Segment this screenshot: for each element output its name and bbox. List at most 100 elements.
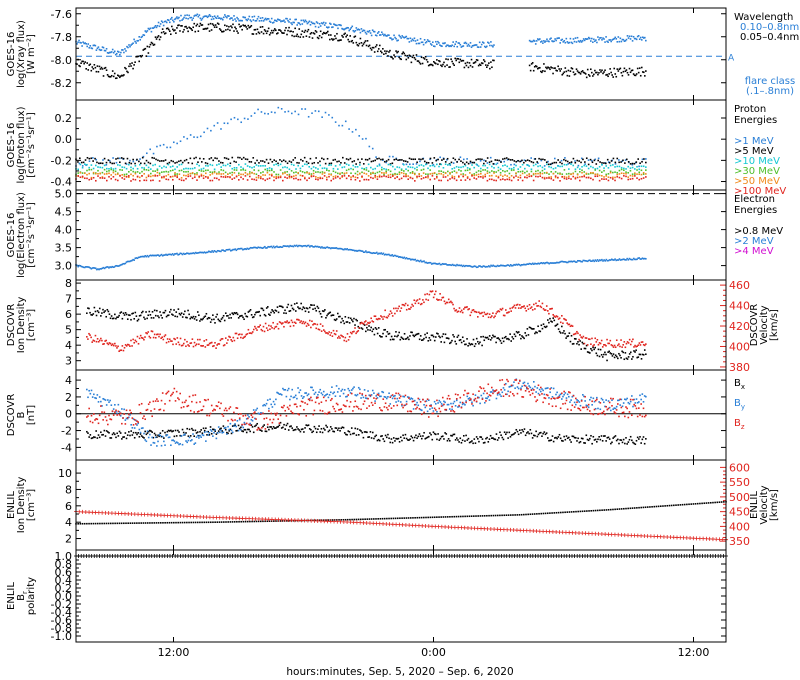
data-point <box>138 160 140 163</box>
data-point <box>307 324 310 326</box>
data-point <box>149 336 152 339</box>
data-point <box>564 438 567 441</box>
data-point <box>388 34 390 37</box>
data-point <box>119 175 121 177</box>
data-point <box>458 264 460 267</box>
data-point <box>449 45 451 47</box>
data-point <box>503 160 506 163</box>
data-point <box>191 167 194 170</box>
data-point <box>610 344 613 346</box>
data-point <box>196 23 199 26</box>
data-point <box>330 174 333 176</box>
data-point <box>144 430 146 433</box>
data-point <box>180 25 182 27</box>
data-point <box>167 314 170 317</box>
data-point <box>494 265 497 268</box>
data-point <box>96 161 98 164</box>
data-point <box>526 164 528 166</box>
data-point <box>376 439 379 442</box>
data-point <box>193 341 196 344</box>
data-point <box>240 428 242 431</box>
data-point <box>425 437 428 439</box>
data-point <box>383 175 385 177</box>
data-point <box>406 37 409 40</box>
data-point <box>308 36 311 38</box>
data-point <box>565 178 568 180</box>
data-point <box>246 173 249 175</box>
data-point <box>284 160 287 163</box>
data-point <box>113 72 116 75</box>
data-point <box>360 41 363 44</box>
data-point <box>302 245 305 247</box>
data-point <box>425 336 427 339</box>
data-point <box>356 250 358 252</box>
data-point <box>312 175 315 177</box>
data-point <box>210 29 213 31</box>
data-point <box>273 176 275 178</box>
data-point <box>369 431 372 433</box>
data-point <box>118 430 121 433</box>
data-point <box>206 127 209 130</box>
data-point <box>350 332 353 335</box>
data-point <box>528 326 531 329</box>
data-point <box>536 263 538 265</box>
data-point <box>206 344 209 346</box>
data-point <box>142 49 145 51</box>
data-point <box>497 166 500 169</box>
data-point <box>357 249 359 252</box>
data-point <box>368 145 371 148</box>
data-point <box>301 165 304 167</box>
data-point <box>218 178 220 181</box>
data-point <box>417 60 420 62</box>
data-point <box>167 340 170 343</box>
data-point <box>411 38 414 41</box>
data-point <box>86 430 88 433</box>
data-point <box>200 168 203 170</box>
data-point <box>410 435 413 438</box>
data-point <box>456 311 459 313</box>
data-point <box>250 161 253 163</box>
data-point <box>158 174 161 176</box>
data-point <box>624 39 627 42</box>
data-point <box>311 22 314 25</box>
data-point <box>126 70 128 73</box>
data-point <box>395 437 397 440</box>
data-point <box>91 314 94 316</box>
data-point <box>492 264 495 267</box>
data-point <box>391 56 393 59</box>
data-point <box>294 110 296 113</box>
data-point <box>227 314 229 317</box>
data-point <box>310 173 313 175</box>
data-point <box>497 437 500 439</box>
data-point <box>299 174 302 177</box>
data-point <box>603 169 605 172</box>
data-point <box>564 332 566 335</box>
data-point <box>317 177 319 179</box>
data-point <box>117 157 119 160</box>
data-point <box>287 19 289 22</box>
data-point <box>445 263 447 265</box>
data-point <box>486 436 488 439</box>
data-point <box>126 45 128 48</box>
data-point <box>463 163 466 165</box>
data-point <box>455 309 458 311</box>
data-point <box>612 176 614 179</box>
data-point <box>399 310 402 312</box>
data-point <box>488 178 491 181</box>
data-point <box>233 15 235 17</box>
data-point <box>195 432 198 434</box>
data-point <box>537 325 539 328</box>
data-point <box>446 264 448 266</box>
data-point <box>605 175 608 177</box>
data-point <box>359 164 361 166</box>
data-point <box>568 323 571 326</box>
data-point <box>554 437 556 439</box>
data-point <box>462 264 465 267</box>
data-point <box>437 63 439 66</box>
data-point <box>323 175 326 177</box>
data-point <box>146 45 149 48</box>
data-point <box>115 436 117 439</box>
data-point <box>201 318 203 321</box>
data-point <box>196 431 199 433</box>
data-point <box>502 314 505 317</box>
